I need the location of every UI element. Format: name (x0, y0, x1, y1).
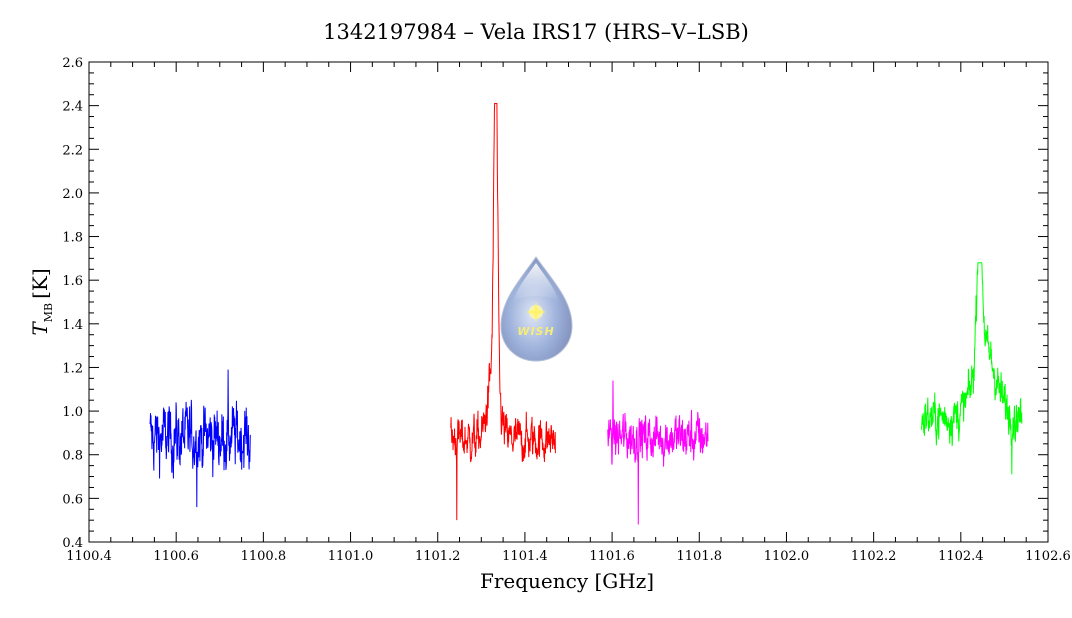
y-tick-label: 1.2 (62, 361, 83, 376)
x-tick-label: 1102.6 (1025, 549, 1071, 564)
spectra-layer (149, 102, 1023, 525)
x-tick-label: 1102.2 (851, 549, 897, 564)
logo-text: WISH (517, 325, 554, 338)
y-axis-label-sub: MB (42, 303, 55, 322)
x-tick-label: 1101.6 (589, 549, 635, 564)
x-tick-label: 1100.8 (241, 549, 287, 564)
y-tick-label: 1.0 (62, 405, 83, 420)
axis-ticks (88, 61, 1049, 543)
y-tick-label: 0.8 (62, 449, 83, 464)
x-tick-label: 1102.4 (938, 549, 984, 564)
y-tick-label: 0.4 (62, 536, 83, 551)
x-tick-label: 1100.4 (66, 549, 112, 564)
y-tick-label: 2.6 (62, 56, 83, 71)
y-tick-label: 2.2 (62, 143, 83, 158)
x-tick-labels: 1100.4 1100.6 1100.8 1101.0 1101.2 1101.4 1101… (66, 549, 1071, 564)
spectrum-series-0 (149, 369, 251, 508)
x-tick-label: 1100.6 (153, 549, 199, 564)
y-tick-label: 2.0 (62, 187, 83, 202)
x-tick-label: 1101.0 (328, 549, 374, 564)
y-tick-label: 1.6 (62, 274, 83, 289)
svg-text:TMB[K]: TMB [K] (28, 268, 55, 335)
x-tick-label: 1101.8 (677, 549, 723, 564)
y-tick-labels: 0.4 0.6 0.8 1.0 1.2 1.4 1.6 1.8 2.0 2.2 2.4 2.6 (62, 56, 83, 551)
y-axis-label: TMB [K] (28, 268, 55, 335)
chart-title: 1342197984 – Vela IRS17 (HRS–V–LSB) (323, 20, 749, 44)
x-tick-label: 1101.4 (502, 549, 548, 564)
y-tick-label: 1.4 (62, 318, 83, 333)
star-icon (526, 302, 546, 322)
drop-highlight (513, 263, 559, 302)
wish-logo: WISH (500, 256, 573, 362)
y-axis-label-unit: [K] (28, 268, 52, 299)
y-axis-label-main: T (28, 321, 52, 336)
plot-frame (88, 61, 1049, 543)
y-tick-label: 0.6 (62, 492, 83, 507)
spectrum-series-2 (607, 380, 709, 525)
spectrum-series-3 (921, 262, 1023, 475)
x-tick-label: 1102.0 (764, 549, 810, 564)
x-tick-label: 1101.2 (415, 549, 461, 564)
spectrum-series-1 (450, 102, 556, 521)
y-tick-label: 1.8 (62, 231, 83, 246)
x-axis-label: Frequency [GHz] (480, 569, 654, 593)
y-tick-label: 2.4 (62, 100, 83, 115)
